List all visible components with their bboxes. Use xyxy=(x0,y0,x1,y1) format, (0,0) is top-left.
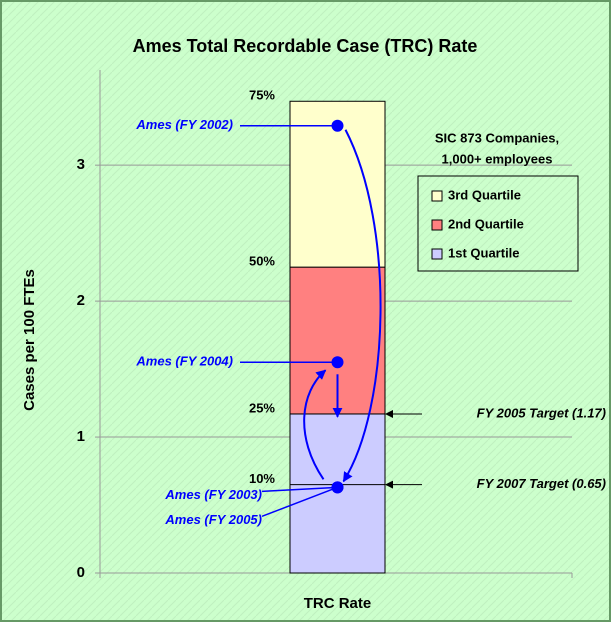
legend-swatch xyxy=(431,190,443,202)
trend-arrow xyxy=(303,369,327,480)
percentile-label: 10% xyxy=(249,471,275,486)
leader-line xyxy=(261,486,338,518)
data-point xyxy=(331,481,344,494)
legend-label: 2nd Quartile xyxy=(448,216,524,231)
legend-label: 3rd Quartile xyxy=(448,187,521,202)
chart-title: Ames Total Recordable Case (TRC) Rate xyxy=(133,36,478,56)
point-label: Ames (FY 2003) xyxy=(164,487,262,502)
y-axis-label: Cases per 100 FTEs xyxy=(21,269,38,411)
y-tick-label: 0 xyxy=(77,564,85,581)
target-label: FY 2005 Target (1.17) xyxy=(477,405,606,420)
y-tick-label: 3 xyxy=(77,156,85,173)
x-tick-label: TRC Rate xyxy=(304,595,372,612)
percentile-label: 25% xyxy=(249,400,275,415)
legend xyxy=(417,175,579,272)
data-point xyxy=(331,119,344,132)
y-tick-label: 2 xyxy=(77,292,85,309)
y-tick-label: 1 xyxy=(77,428,85,445)
percentile-label: 75% xyxy=(249,88,275,103)
data-point xyxy=(331,356,344,369)
bar-segment xyxy=(289,413,386,574)
point-label: Ames (FY 2002) xyxy=(135,117,233,132)
legend-title: SIC 873 Companies, xyxy=(435,130,559,145)
target-label: FY 2007 Target (0.65) xyxy=(477,476,606,491)
point-label: Ames (FY 2004) xyxy=(135,354,233,369)
legend-label: 1st Quartile xyxy=(448,245,520,260)
point-label: Ames (FY 2005) xyxy=(164,512,262,527)
trend-arrow xyxy=(342,129,382,483)
legend-swatch xyxy=(431,219,443,231)
leader-line xyxy=(261,486,338,493)
legend-title: 1,000+ employees xyxy=(442,151,553,166)
percentile-label: 50% xyxy=(249,254,275,269)
legend-swatch xyxy=(431,248,443,260)
